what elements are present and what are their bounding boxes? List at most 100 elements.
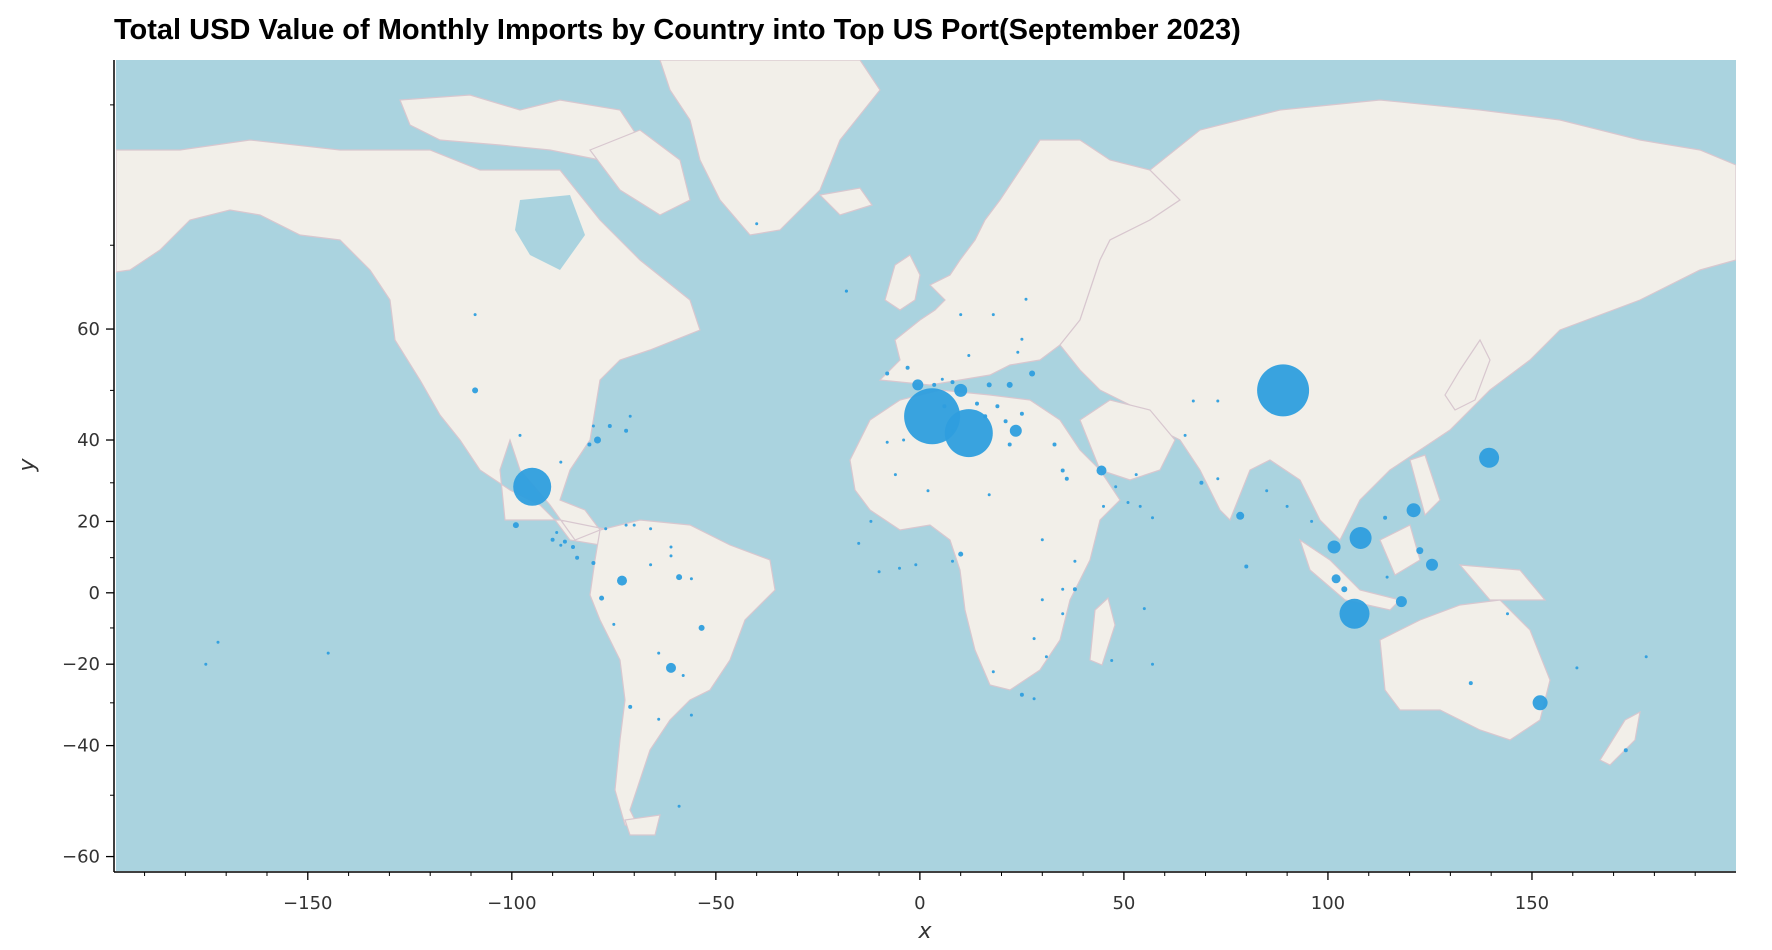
import-bubble[interactable] <box>698 624 705 631</box>
import-bubble[interactable] <box>326 651 330 655</box>
import-bubble[interactable] <box>1029 370 1036 377</box>
import-bubble[interactable] <box>1110 659 1114 662</box>
import-bubble[interactable] <box>844 289 848 293</box>
import-bubble[interactable] <box>951 429 954 433</box>
import-bubble[interactable] <box>932 382 937 387</box>
import-bubble[interactable] <box>1073 559 1077 563</box>
import-bubble[interactable] <box>1285 504 1289 508</box>
import-bubble[interactable] <box>1506 612 1509 616</box>
import-bubble[interactable] <box>1310 519 1314 523</box>
import-bubble[interactable] <box>555 531 559 534</box>
import-bubble[interactable] <box>1331 574 1341 584</box>
import-bubble[interactable] <box>1142 607 1146 611</box>
import-bubble[interactable] <box>950 380 955 385</box>
import-bubble[interactable] <box>628 704 633 709</box>
import-bubble[interactable] <box>1183 433 1187 437</box>
import-bubble[interactable] <box>959 313 963 317</box>
import-bubble[interactable] <box>594 436 601 444</box>
import-bubble[interactable] <box>1003 419 1008 424</box>
plot-area[interactable] <box>113 60 1736 873</box>
import-bubble[interactable] <box>632 523 636 527</box>
import-bubble[interactable] <box>681 674 685 677</box>
import-bubble[interactable] <box>1032 637 1036 641</box>
import-bubble[interactable] <box>975 401 979 406</box>
import-bubble[interactable] <box>1060 468 1065 473</box>
import-bubble[interactable] <box>902 438 906 442</box>
import-bubble[interactable] <box>944 409 993 458</box>
import-bubble[interactable] <box>986 382 992 388</box>
import-bubble[interactable] <box>1349 527 1372 549</box>
import-bubble[interactable] <box>1040 598 1044 602</box>
import-bubble[interactable] <box>991 313 995 317</box>
import-bubble[interactable] <box>649 527 653 531</box>
import-bubble[interactable] <box>607 424 612 428</box>
import-bubble[interactable] <box>898 566 901 570</box>
import-bubble[interactable] <box>1061 612 1065 616</box>
import-bubble[interactable] <box>1479 447 1500 468</box>
import-bubble[interactable] <box>216 640 220 644</box>
import-bubble[interactable] <box>1339 598 1370 629</box>
import-bubble[interactable] <box>624 523 628 527</box>
import-bubble[interactable] <box>1216 477 1220 481</box>
import-bubble[interactable] <box>1468 681 1473 686</box>
import-bubble[interactable] <box>1020 337 1024 341</box>
import-bubble[interactable] <box>877 570 881 574</box>
import-bubble[interactable] <box>1199 480 1204 485</box>
import-bubble[interactable] <box>991 670 995 674</box>
import-bubble[interactable] <box>954 383 968 397</box>
import-bubble[interactable] <box>1426 558 1438 571</box>
import-bubble[interactable] <box>1114 485 1118 489</box>
import-bubble[interactable] <box>649 563 653 567</box>
import-bubble[interactable] <box>942 404 947 409</box>
import-bubble[interactable] <box>1009 424 1022 437</box>
import-bubble[interactable] <box>1575 666 1579 670</box>
import-bubble[interactable] <box>513 467 552 506</box>
import-bubble[interactable] <box>1007 442 1012 447</box>
import-bubble[interactable] <box>669 545 673 549</box>
import-bubble[interactable] <box>885 440 889 444</box>
import-bubble[interactable] <box>587 442 592 447</box>
import-bubble[interactable] <box>676 574 683 581</box>
import-bubble[interactable] <box>1126 501 1130 504</box>
import-bubble[interactable] <box>1019 411 1024 416</box>
import-bubble[interactable] <box>1102 504 1105 508</box>
import-bubble[interactable] <box>1244 564 1249 569</box>
import-bubble[interactable] <box>755 222 759 226</box>
import-bubble[interactable] <box>1016 350 1020 354</box>
import-bubble[interactable] <box>591 561 596 565</box>
import-bubble[interactable] <box>1385 575 1389 579</box>
import-bubble[interactable] <box>1406 503 1421 518</box>
import-bubble[interactable] <box>958 551 964 557</box>
import-bubble[interactable] <box>1052 442 1057 447</box>
import-bubble[interactable] <box>604 527 608 531</box>
import-bubble[interactable] <box>562 539 567 544</box>
import-bubble[interactable] <box>689 713 693 717</box>
import-bubble[interactable] <box>1236 511 1245 520</box>
import-bubble[interactable] <box>857 541 861 545</box>
import-bubble[interactable] <box>1383 515 1388 520</box>
import-bubble[interactable] <box>951 559 954 563</box>
import-bubble[interactable] <box>1019 692 1024 697</box>
import-bubble[interactable] <box>666 662 676 673</box>
import-bubble[interactable] <box>657 717 661 721</box>
import-bubble[interactable] <box>1257 364 1310 417</box>
import-bubble[interactable] <box>518 433 522 437</box>
import-bubble[interactable] <box>914 563 918 567</box>
import-bubble[interactable] <box>624 428 629 433</box>
import-bubble[interactable] <box>575 555 580 560</box>
import-bubble[interactable] <box>473 313 477 317</box>
import-bubble[interactable] <box>512 522 519 529</box>
import-bubble[interactable] <box>1416 547 1424 555</box>
import-bubble[interactable] <box>472 387 479 394</box>
import-bubble[interactable] <box>1032 697 1036 701</box>
import-bubble[interactable] <box>591 424 595 428</box>
import-bubble[interactable] <box>1327 540 1341 554</box>
import-bubble[interactable] <box>559 543 563 547</box>
import-bubble[interactable] <box>1134 473 1138 477</box>
import-bubble[interactable] <box>599 595 605 601</box>
import-bubble[interactable] <box>987 493 991 497</box>
import-bubble[interactable] <box>926 489 930 493</box>
import-bubble[interactable] <box>1191 399 1195 403</box>
import-bubble[interactable] <box>204 662 208 666</box>
